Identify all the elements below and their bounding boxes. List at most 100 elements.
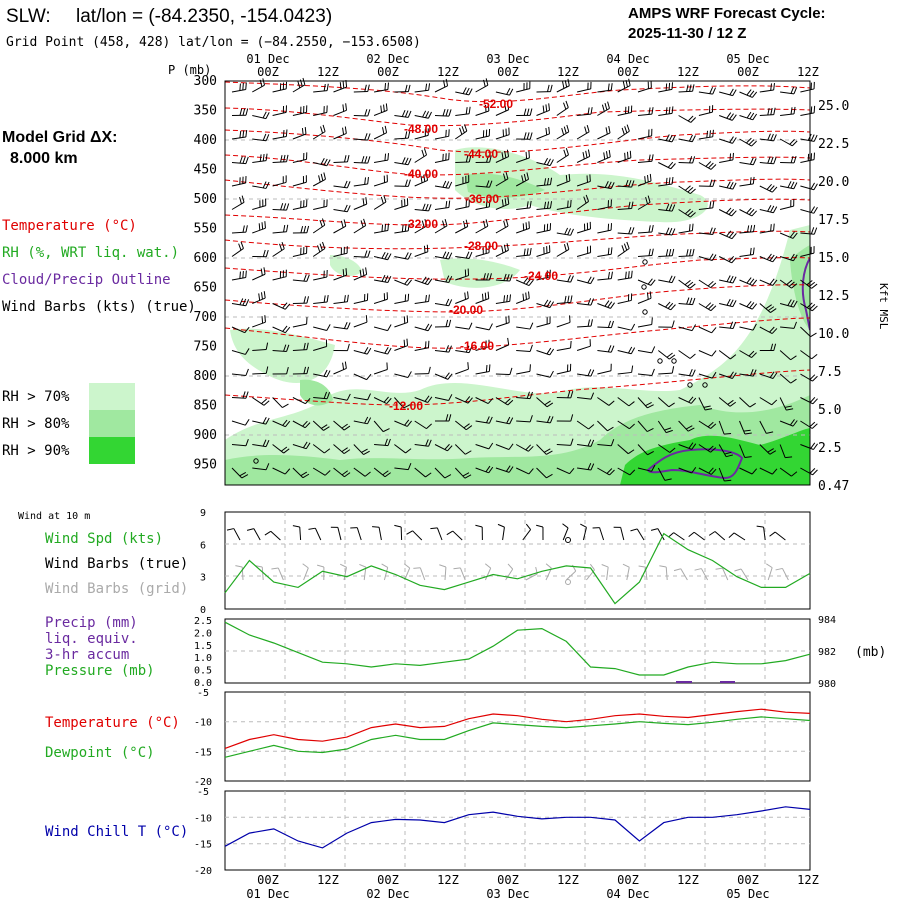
cs-wind-barb-feather xyxy=(244,326,250,333)
cs-wind-barb-feather xyxy=(689,369,693,376)
cs-wind-barb-feather xyxy=(425,439,429,447)
cs-wind-barb xyxy=(658,183,673,187)
cs-wind-barb xyxy=(495,178,509,187)
cs-wind-barb xyxy=(617,277,632,281)
pressure-tick-label: 950 xyxy=(194,457,217,472)
cs-wind-barb-feather xyxy=(765,304,772,310)
cs-wind-barb xyxy=(475,225,489,234)
cs-wind-barb xyxy=(597,206,612,210)
cs-wind-barb-feather xyxy=(343,204,348,212)
cs-wind-barb-feather xyxy=(344,155,347,163)
wind-barbs-grid-row xyxy=(235,563,789,585)
cs-wind-barb-feather xyxy=(590,277,595,284)
cs-wind-barb-feather xyxy=(669,447,676,453)
cs-wind-barb-feather xyxy=(812,469,818,476)
cs-wind-barb-feather xyxy=(317,245,321,253)
cs-wind-barb-feather xyxy=(687,281,694,287)
bottom-time-tick-label: 00Z xyxy=(497,873,519,887)
wind-barb-grid xyxy=(363,567,367,581)
cs-wind-barb xyxy=(434,185,449,189)
cs-wind-barb-feather xyxy=(707,445,714,451)
cs-wind-barb-feather xyxy=(421,149,425,157)
cs-wind-barb-feather xyxy=(749,112,755,120)
precip-label: Precip (mm) xyxy=(45,615,138,631)
isotherm-labels: -52.00-48.00-44.00-40.00-36.00-32.00-28.… xyxy=(389,97,558,413)
cs-wind-barb-feather xyxy=(607,247,610,255)
cs-wind-barb-feather xyxy=(668,106,671,114)
cs-wind-barb xyxy=(597,253,612,257)
cs-wind-barb-feather xyxy=(263,400,270,406)
cs-wind-barb-feather xyxy=(465,425,473,431)
cs-wind-barb-feather xyxy=(708,303,714,310)
cs-wind-barb-feather xyxy=(344,126,347,134)
cs-wind-barb-feather xyxy=(647,195,651,203)
cs-wind-barb-feather xyxy=(565,100,569,108)
wind-barb-grid-feather xyxy=(766,563,773,569)
cs-wind-barb-feather xyxy=(245,82,247,90)
cs-wind-barb xyxy=(617,157,632,163)
cs-wind-barb-feather xyxy=(380,105,383,113)
cs-wind-barb-feather xyxy=(709,87,714,94)
cs-wind-barb-feather xyxy=(445,109,449,117)
cs-wind-barb xyxy=(353,90,368,93)
cs-wind-barb-feather xyxy=(668,248,672,257)
cs-wind-barb-feather xyxy=(746,277,752,284)
cs-wind-barb-feather xyxy=(687,186,694,193)
cs-wind-barb-feather xyxy=(751,352,757,358)
cs-wind-barb-feather xyxy=(526,201,529,209)
cs-wind-barb xyxy=(434,225,448,234)
cs-wind-barb-feather xyxy=(448,200,451,208)
cs-wind-barb-feather xyxy=(542,105,545,113)
cs-wind-barb xyxy=(414,225,428,234)
cs-wind-barb xyxy=(292,467,304,479)
cs-wind-barb xyxy=(597,350,612,353)
cs-wind-barb-feather xyxy=(445,181,450,188)
cs-wind-barb xyxy=(658,255,673,257)
cs-wind-barb xyxy=(759,373,774,380)
y-tick-label: 2.5 xyxy=(194,616,212,627)
cs-wind-barb xyxy=(718,467,725,482)
cs-wind-barb-feather xyxy=(465,87,470,95)
wind-barb-grid xyxy=(545,567,552,581)
cs-wind-barb-feather xyxy=(264,221,266,229)
cs-wind-barb-feather xyxy=(772,206,778,214)
cs-wind-barb xyxy=(272,303,286,310)
cs-wind-barb-feather xyxy=(407,110,412,118)
cs-wind-barb xyxy=(292,252,307,257)
cs-wind-barb xyxy=(414,179,428,187)
cs-wind-barb-feather xyxy=(488,323,493,331)
cs-wind-barb-feather xyxy=(424,395,430,402)
wind-barb-grid-feather xyxy=(302,563,309,569)
cs-wind-barb-feather xyxy=(280,203,284,211)
cs-wind-barb xyxy=(374,159,388,163)
cs-wind-barb-feather xyxy=(785,456,793,459)
cs-wind-barb-feather xyxy=(744,432,752,435)
cs-wind-barb xyxy=(556,301,571,304)
cs-wind-barb-feather xyxy=(621,127,625,135)
cs-wind-barb-feather xyxy=(786,408,794,411)
cs-wind-barb xyxy=(718,397,731,407)
cs-wind-barb-feather xyxy=(710,282,717,289)
cs-wind-barb xyxy=(576,155,590,163)
cs-wind-barb-feather xyxy=(265,439,270,447)
cs-wind-barb-feather xyxy=(302,473,310,479)
cs-wind-barb-feather xyxy=(710,423,717,429)
wind-barb-grid xyxy=(459,567,466,581)
cs-wind-barb-feather xyxy=(529,132,533,140)
cs-wind-barb-feather xyxy=(525,444,532,451)
cs-wind-barb-feather xyxy=(387,275,392,283)
cs-wind-barb-feather xyxy=(724,479,732,482)
cs-wind-barb xyxy=(698,256,713,261)
cs-wind-barb-feather xyxy=(667,161,674,168)
cs-wind-barb-feather xyxy=(319,220,323,227)
cs-wind-barb-feather xyxy=(773,82,775,91)
cs-wind-barb-feather xyxy=(607,181,612,189)
cs-wind-barb-feather xyxy=(692,297,696,305)
cs-wind-barb-feather xyxy=(305,398,311,404)
cs-wind-barb-feather xyxy=(791,140,798,147)
cs-wind-barb-feather xyxy=(646,428,654,433)
cs-wind-barb-feather xyxy=(381,224,384,232)
cs-wind-barb xyxy=(637,444,648,456)
cs-wind-barb-feather xyxy=(564,80,568,88)
cs-wind-barb-feather xyxy=(404,224,407,232)
